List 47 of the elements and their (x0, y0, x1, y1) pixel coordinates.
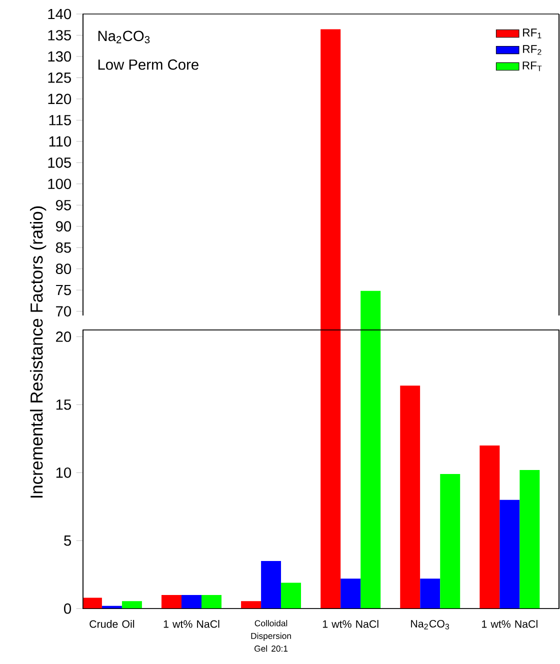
y-tick-label: 130 (48, 51, 72, 62)
x-tick-label: Colloidal Dispersion Gel 20:1 (251, 620, 291, 652)
annotation: Low Perm Core (98, 59, 198, 70)
bar (340, 578, 361, 609)
y-tick-label: 115 (49, 115, 71, 126)
y-tick-label: 15 (56, 400, 71, 410)
y-tick-label: 95 (56, 200, 71, 210)
bar (420, 578, 440, 609)
bar (161, 594, 182, 609)
y-tick-label: 85 (56, 242, 71, 253)
y-tick-label: 80 (56, 264, 72, 274)
x-tick-label: Na$_{2}$CO$_{3}$ (411, 620, 450, 630)
bar (400, 386, 420, 609)
y-tick-label: 105 (48, 157, 71, 168)
y-tick-label: 110 (49, 136, 72, 147)
bar (122, 601, 142, 609)
annotation: Na$_{2}$CO$_{3}$ (98, 30, 150, 44)
y-tick-label: 120 (48, 94, 72, 104)
bar (520, 470, 540, 609)
y-tick-label: 70 (56, 306, 72, 316)
y-tick-label: 10 (56, 467, 72, 478)
x-tick-label: 1 wt% NaCl (164, 620, 220, 628)
bar (241, 601, 262, 609)
bar (82, 598, 102, 609)
y-tick-label: 75 (56, 284, 71, 296)
bar (202, 594, 222, 609)
bar (440, 474, 460, 609)
bar (480, 445, 500, 609)
legend-label: RF$_{T}$ (522, 62, 542, 72)
x-tick-label: 1 wt% NaCl (482, 620, 538, 628)
legend-label: RF$_{2}$ (523, 45, 542, 55)
bar (261, 561, 282, 609)
y-tick-label: 125 (48, 72, 71, 83)
y-tick-label: 20 (56, 332, 72, 342)
bar (181, 594, 202, 609)
y-axis-title: Incremental Resistance Factors (ratio) (30, 206, 46, 498)
x-tick-label: Crude Oil (90, 620, 134, 628)
y-tick-label: 100 (48, 178, 72, 190)
bar (281, 582, 302, 609)
bar (500, 500, 520, 609)
y-tick-label: 5 (64, 536, 71, 546)
y-tick-label: 135 (48, 30, 71, 40)
legend-label: RF$_{1}$ (523, 28, 542, 38)
y-tick-label: 140 (48, 8, 72, 20)
y-tick-label: 0 (64, 603, 72, 614)
x-tick-label: 1 wt% NaCl (322, 620, 378, 628)
y-tick-label: 90 (56, 221, 72, 232)
